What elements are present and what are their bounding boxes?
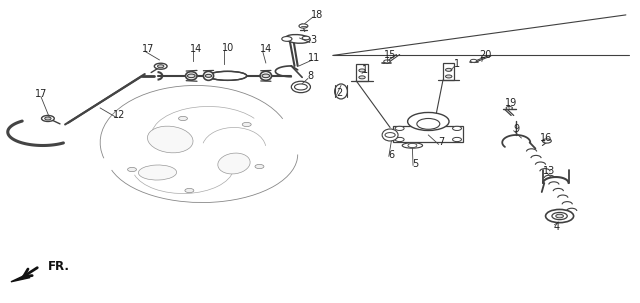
Circle shape — [552, 212, 567, 220]
Ellipse shape — [186, 72, 197, 80]
Text: 17: 17 — [142, 45, 154, 55]
Text: 5: 5 — [412, 158, 419, 168]
Text: 18: 18 — [310, 10, 323, 20]
Text: 8: 8 — [307, 72, 314, 82]
Circle shape — [205, 74, 212, 77]
Circle shape — [157, 65, 164, 68]
Circle shape — [255, 165, 264, 168]
Circle shape — [452, 126, 461, 131]
Circle shape — [188, 74, 195, 78]
Bar — [443, 63, 454, 80]
Circle shape — [445, 75, 452, 78]
Circle shape — [243, 122, 251, 127]
Ellipse shape — [335, 84, 348, 99]
Text: 17: 17 — [35, 89, 47, 99]
Circle shape — [395, 126, 404, 131]
Ellipse shape — [147, 126, 193, 153]
Ellipse shape — [382, 129, 398, 141]
Text: 1: 1 — [454, 59, 460, 69]
Text: FR.: FR. — [48, 260, 70, 273]
Text: 2: 2 — [336, 88, 342, 98]
Circle shape — [452, 137, 461, 142]
Ellipse shape — [285, 35, 310, 43]
Text: 9: 9 — [513, 124, 519, 134]
Text: 15: 15 — [384, 50, 396, 60]
Circle shape — [127, 168, 136, 171]
Circle shape — [294, 84, 307, 90]
Ellipse shape — [218, 153, 250, 174]
Ellipse shape — [209, 71, 246, 80]
Circle shape — [385, 133, 395, 137]
Text: 14: 14 — [260, 45, 272, 55]
Circle shape — [42, 115, 54, 122]
Circle shape — [470, 59, 477, 62]
Text: 11: 11 — [307, 53, 320, 63]
Text: 10: 10 — [221, 43, 234, 53]
Circle shape — [185, 188, 194, 193]
Ellipse shape — [138, 165, 177, 180]
Ellipse shape — [408, 112, 449, 131]
Ellipse shape — [260, 71, 271, 80]
Circle shape — [506, 106, 513, 109]
Text: 6: 6 — [388, 149, 394, 159]
Circle shape — [359, 76, 365, 79]
Bar — [356, 64, 368, 81]
Text: 20: 20 — [479, 50, 492, 60]
Circle shape — [45, 117, 51, 120]
Circle shape — [179, 116, 188, 121]
Circle shape — [154, 63, 167, 69]
Circle shape — [359, 69, 365, 72]
Circle shape — [395, 137, 404, 142]
Ellipse shape — [204, 71, 214, 80]
Text: 3: 3 — [310, 35, 317, 45]
Ellipse shape — [291, 81, 310, 93]
Text: 4: 4 — [554, 222, 560, 232]
Polygon shape — [11, 276, 30, 282]
Circle shape — [384, 60, 390, 63]
Text: 7: 7 — [438, 138, 444, 148]
Text: 13: 13 — [543, 166, 556, 176]
Bar — [394, 126, 463, 142]
Ellipse shape — [402, 143, 422, 148]
Text: 12: 12 — [113, 111, 125, 121]
Text: 14: 14 — [189, 45, 202, 55]
Circle shape — [445, 68, 452, 71]
Circle shape — [408, 143, 417, 148]
Circle shape — [545, 209, 573, 223]
Circle shape — [417, 118, 440, 129]
Circle shape — [302, 36, 310, 40]
Text: 1: 1 — [362, 65, 367, 75]
Circle shape — [299, 24, 308, 28]
Circle shape — [556, 214, 563, 218]
Circle shape — [282, 37, 292, 41]
Text: 16: 16 — [540, 133, 552, 143]
Circle shape — [542, 139, 551, 143]
Circle shape — [262, 74, 269, 78]
Text: 19: 19 — [505, 98, 517, 108]
